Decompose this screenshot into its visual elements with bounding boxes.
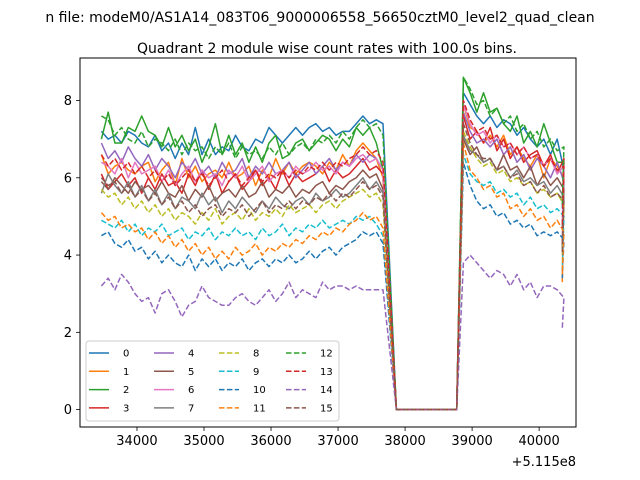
legend-label-4: 4 — [188, 349, 194, 360]
x-tick-label: 39000 — [451, 434, 492, 449]
y-tick-label: 6 — [64, 171, 72, 186]
series-line-2 — [100, 76, 565, 411]
x-tick-label: 35000 — [183, 434, 224, 449]
plot-area — [100, 76, 565, 411]
series-line-9 — [101, 153, 565, 411]
legend-label-14: 14 — [320, 385, 333, 396]
x-tick-label: 40000 — [518, 434, 559, 449]
series-line-11 — [100, 142, 565, 411]
legend-label-11: 11 — [253, 403, 266, 414]
y-tick-label: 2 — [64, 326, 72, 341]
figure-suptitle: n file: modeM0/AS1A14_083T06_9000006558_… — [45, 10, 594, 26]
legend-label-3: 3 — [123, 403, 129, 414]
x-offset-text: +5.115e8 — [512, 455, 576, 470]
chart-title: Quadrant 2 module wise count rates with … — [137, 41, 517, 57]
series-line-3 — [100, 115, 565, 411]
legend-label-1: 1 — [123, 367, 129, 378]
legend-label-2: 2 — [123, 385, 129, 396]
legend-label-12: 12 — [320, 349, 333, 360]
x-tick-label: 36000 — [250, 434, 291, 449]
legend-label-7: 7 — [188, 403, 194, 414]
series-line-12 — [101, 76, 565, 411]
legend-label-6: 6 — [188, 385, 194, 396]
y-tick-label: 0 — [64, 403, 72, 418]
series-line-6 — [101, 103, 565, 411]
legend-label-0: 0 — [123, 349, 129, 360]
series-line-8 — [100, 130, 565, 411]
x-tick-label: 34000 — [116, 434, 157, 449]
series-line-5 — [100, 138, 565, 411]
y-axis: 0 2 4 6 8 — [64, 94, 80, 418]
legend-label-10: 10 — [253, 385, 266, 396]
legend-box — [85, 340, 340, 422]
legend-label-5: 5 — [188, 367, 194, 378]
y-tick-label: 8 — [64, 94, 72, 109]
series-line-13 — [100, 99, 565, 411]
series-line-15 — [100, 122, 565, 411]
x-tick-label: 38000 — [384, 434, 425, 449]
series-line-4 — [100, 111, 565, 411]
x-tick-label: 37000 — [317, 434, 358, 449]
y-tick-label: 4 — [64, 249, 72, 264]
legend-label-13: 13 — [320, 367, 333, 378]
axes-frame — [79, 57, 577, 428]
series-line-1 — [100, 103, 565, 411]
series-line-14 — [100, 254, 565, 411]
legend-label-9: 9 — [253, 367, 259, 378]
x-axis: 34000 35000 36000 37000 38000 39000 40000 — [116, 427, 560, 449]
series-line-7 — [100, 134, 565, 411]
legend-label-8: 8 — [253, 349, 259, 360]
legend-label-15: 15 — [320, 403, 333, 414]
series-line-10 — [101, 161, 565, 411]
